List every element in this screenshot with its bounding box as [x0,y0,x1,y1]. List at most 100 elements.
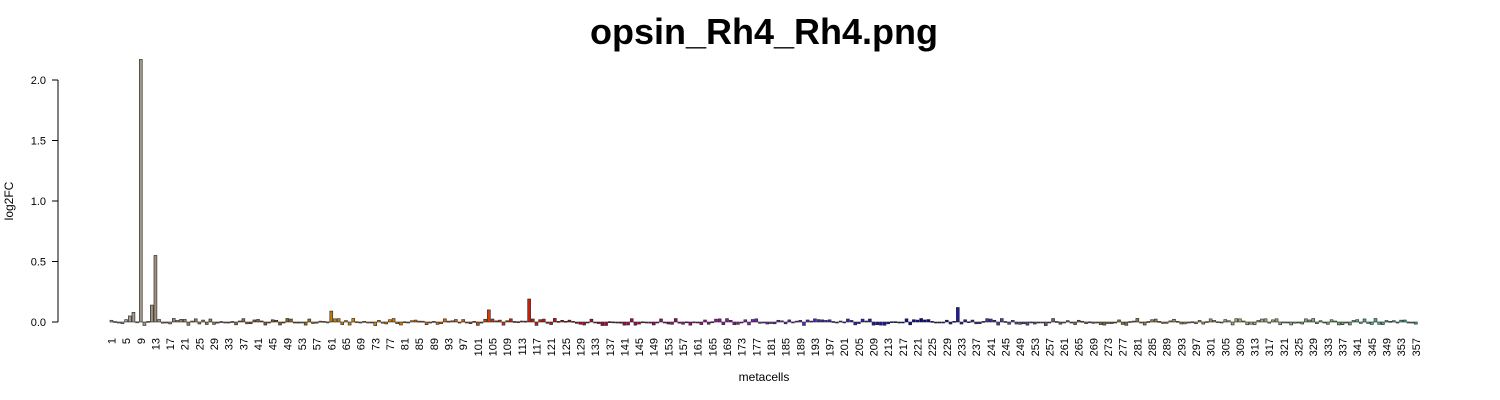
bar-metacell-301 [1208,318,1213,323]
bar-metacell-82 [406,321,410,324]
x-tick-label: 357 [1411,338,1423,356]
x-tick-label: 109 [502,338,514,356]
bar-metacell-287 [1157,321,1162,323]
bar-metacell-32 [223,321,227,324]
bar-metacell-182 [772,321,777,325]
bar-metacell-148 [648,321,652,324]
bar-metacell-45 [270,319,275,323]
bar-metacell-154 [670,321,674,325]
bar-metacell-215 [893,321,898,323]
bar-metacell-183 [776,319,781,323]
bar-metacell-12 [150,304,154,323]
x-tick-label: 333 [1323,338,1335,356]
bar-metacell-300 [1205,321,1209,323]
x-tick-label: 257 [1044,338,1056,356]
bar-metacell-348 [1381,321,1385,325]
bar-metacell-286 [1153,318,1158,323]
bar-metacell-107 [498,319,502,323]
bar-metacell-332 [1322,321,1326,324]
x-tick-label: 9 [136,338,148,344]
bar-metacell-279 [1128,321,1132,323]
bar-metacell-284 [1146,321,1151,323]
bar-metacell-257 [1047,321,1052,324]
bar-metacell-37 [241,318,246,323]
bar-metacell-202 [846,318,850,323]
bar-metacell-256 [1043,321,1048,326]
bar-metacell-11 [146,321,150,323]
bar-metacell-281 [1135,318,1140,323]
bar-metacell-322 [1285,321,1290,324]
x-tick-label: 141 [619,338,631,356]
x-tick-label: 241 [986,338,998,356]
bar-metacell-245 [1003,321,1008,323]
bar-metacell-320 [1278,321,1283,326]
bar-metacell-276 [1117,319,1121,323]
bar-metacell-13 [153,255,158,323]
x-tick-label: 349 [1382,338,1394,356]
x-tick-label: 293 [1176,338,1188,356]
bar-metacell-116 [531,318,535,323]
bar-metacell-176 [750,319,755,323]
bar-metacell-26 [201,319,205,323]
bar-metacell-227 [937,321,942,324]
bar-metacell-28 [208,318,213,323]
x-tick-label: 153 [663,338,675,356]
bar-metacell-165 [710,321,715,324]
bar-metacell-206 [860,318,865,323]
x-tick-label: 77 [385,338,397,350]
x-tick-label: 189 [795,338,807,356]
bar-metacell-311 [1245,321,1250,326]
bar-metacell-35 [234,321,238,326]
x-tick-label: 265 [1074,338,1086,356]
bar-metacell-234 [963,319,967,323]
bar-metacell-114 [523,320,528,323]
bar-metacell-187 [791,321,795,324]
bar-metacell-118 [538,319,542,323]
bar-metacell-296 [1190,321,1195,324]
bar-metacell-93 [446,320,451,323]
bar-metacell-31 [219,321,224,323]
bar-metacell-120 [545,321,550,324]
bar-metacell-205 [857,321,861,324]
bar-metacell-55 [307,318,312,323]
bar-metacell-19 [175,320,180,323]
bar-metacell-115 [527,298,531,323]
bar-metacell-41 [256,319,260,323]
bar-metacell-49 [285,318,290,323]
bar-metacell-207 [864,320,868,323]
bar-metacell-6 [128,315,132,323]
bar-metacell-199 [835,321,839,324]
bar-metacell-211 [879,321,883,326]
bar-metacell-136 [604,321,608,326]
bar-metacell-62 [333,318,337,323]
x-tick-label: 61 [326,338,338,350]
bar-metacell-334 [1329,319,1334,323]
bar-metacell-333 [1326,321,1330,325]
bar-metacell-191 [805,319,810,323]
bar-metacell-135 [600,321,605,326]
bar-metacell-290 [1168,320,1173,323]
bar-metacell-337 [1340,321,1345,325]
y-tick-label: 2.0 [31,75,46,87]
bar-metacell-318 [1271,319,1275,323]
bar-metacell-150 [655,321,660,324]
bar-metacell-16 [164,321,169,324]
bar-metacell-226 [934,321,938,324]
x-tick-label: 345 [1367,338,1379,356]
bar-metacell-188 [794,320,799,323]
bar-metacell-298 [1197,320,1202,323]
bar-metacell-271 [1098,321,1103,325]
bar-metacell-1 [109,319,114,323]
bar-metacell-255 [1040,321,1044,324]
bar-metacell-46 [274,319,279,323]
bar-metacell-314 [1256,320,1261,323]
x-tick-label: 285 [1147,338,1159,356]
x-tick-label: 165 [707,338,719,356]
bar-metacell-178 [758,321,762,324]
bar-metacell-285 [1150,319,1154,323]
bar-metacell-29 [212,321,216,325]
bar-metacell-293 [1179,321,1184,325]
x-tick-label: 145 [634,338,646,356]
bar-metacell-72 [369,321,374,324]
bar-metacell-106 [494,320,498,323]
